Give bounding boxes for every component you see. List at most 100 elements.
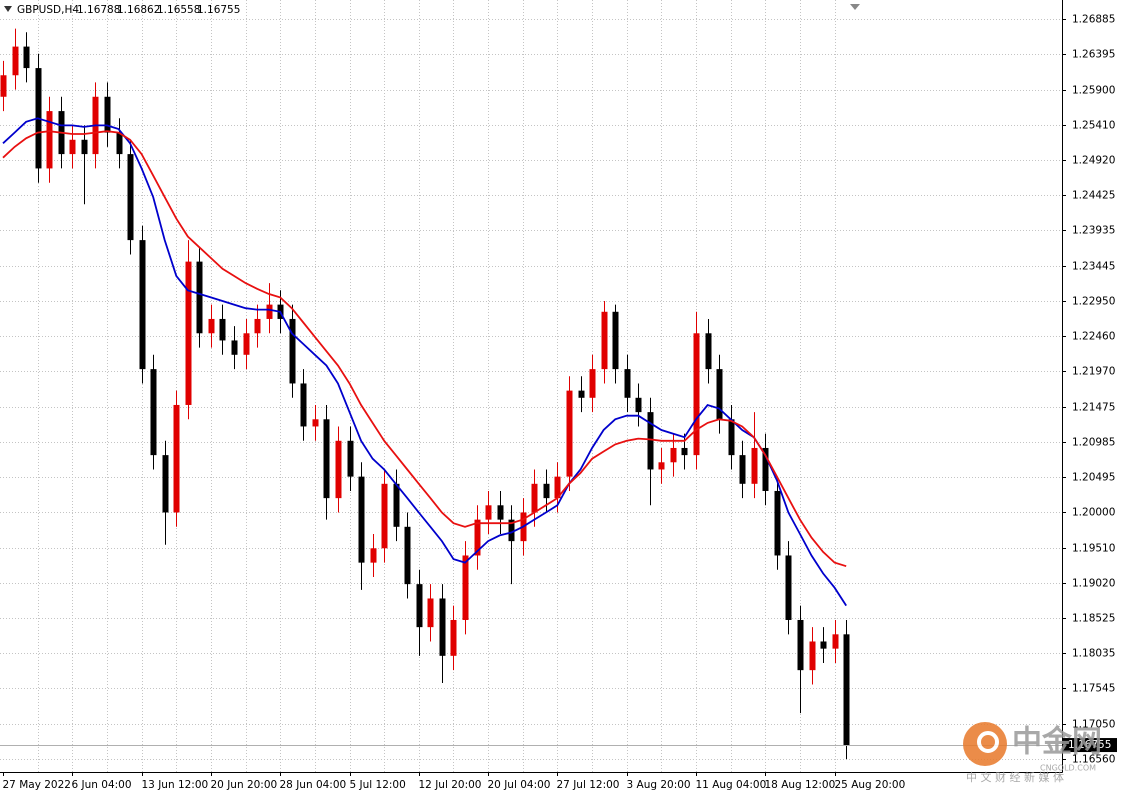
moving-average bbox=[2, 130, 847, 568]
y-tick-label: 1.18525 bbox=[1072, 613, 1115, 625]
candle-body bbox=[162, 455, 169, 513]
candle-body bbox=[266, 304, 273, 319]
candle-body bbox=[347, 440, 354, 477]
candle-body bbox=[231, 340, 238, 355]
y-tick-label: 1.19510 bbox=[1072, 543, 1115, 555]
candle-body bbox=[116, 132, 123, 155]
y-tick-label: 1.17050 bbox=[1072, 719, 1115, 731]
ohlc-high: 1.16862 bbox=[117, 4, 160, 16]
candle-body bbox=[774, 490, 781, 556]
plot bbox=[0, 28, 1062, 760]
candle-body bbox=[809, 641, 816, 671]
candle-body bbox=[670, 447, 677, 463]
candle-body bbox=[404, 526, 411, 585]
y-tick-label: 1.16560 bbox=[1072, 754, 1115, 766]
candle-body bbox=[289, 318, 296, 384]
candle-body bbox=[508, 519, 515, 542]
candle-body bbox=[601, 311, 608, 370]
candle-body bbox=[681, 447, 688, 456]
candle-body bbox=[0, 75, 7, 97]
candle-body bbox=[832, 634, 839, 649]
y-tick-label: 1.22460 bbox=[1072, 331, 1115, 343]
candle-body bbox=[23, 46, 30, 69]
x-tick-label: 28 Jun 04:00 bbox=[280, 779, 347, 791]
candle-body bbox=[624, 369, 631, 398]
x-tick-label: 20 Jun 20:00 bbox=[211, 779, 278, 791]
watermark-slogan: 中 文 财 经 新 媒 体 bbox=[966, 770, 1064, 784]
watermark-site: CNGOLD.COM bbox=[1040, 764, 1096, 773]
candle-body bbox=[185, 261, 192, 405]
candle-body bbox=[104, 96, 111, 133]
y-tick-label: 1.21970 bbox=[1072, 366, 1115, 378]
x-tick-label: 27 May 2022 bbox=[3, 779, 71, 791]
candle-body bbox=[208, 318, 215, 334]
x-tick-label: 25 Aug 20:00 bbox=[835, 779, 906, 791]
y-tick-label: 1.24920 bbox=[1072, 155, 1115, 167]
y-tick-label: 1.25900 bbox=[1072, 85, 1115, 97]
ohlc-low: 1.16558 bbox=[157, 4, 200, 16]
y-tick-label: 1.24425 bbox=[1072, 190, 1115, 202]
candle-body bbox=[693, 333, 700, 456]
candle-body bbox=[843, 634, 850, 746]
x-tick-label: 5 Jul 12:00 bbox=[350, 779, 406, 791]
candle-body bbox=[705, 333, 712, 370]
scroll-arrow[interactable] bbox=[850, 4, 860, 10]
x-tick-label: 27 Jul 12:00 bbox=[557, 779, 620, 791]
header: GBPUSD,H4 1.16788 1.16862 1.16558 1.1675… bbox=[17, 4, 240, 16]
candle-body bbox=[300, 383, 307, 427]
x-tick-label: 20 Jul 04:00 bbox=[488, 779, 551, 791]
x-tick-label: 13 Jun 12:00 bbox=[142, 779, 209, 791]
candle-body bbox=[612, 311, 619, 370]
y-tick-label: 1.22950 bbox=[1072, 296, 1115, 308]
x-tick-label: 18 Aug 12:00 bbox=[765, 779, 836, 791]
candle-body bbox=[173, 404, 180, 513]
y-tick-label: 1.23445 bbox=[1072, 261, 1115, 273]
watermark-logo-mark bbox=[977, 731, 999, 753]
candle-body bbox=[647, 412, 654, 470]
candle-body bbox=[589, 369, 596, 398]
candle-body bbox=[150, 369, 157, 456]
y-tick-label: 1.25410 bbox=[1072, 120, 1115, 132]
candle-body bbox=[312, 419, 319, 427]
ohlc-open: 1.16788 bbox=[77, 4, 120, 16]
y-tick-label: 1.20985 bbox=[1072, 437, 1115, 449]
x-tick-label: 6 Jun 04:00 bbox=[72, 779, 132, 791]
candle-body bbox=[751, 447, 758, 484]
y-tick-label: 1.23935 bbox=[1072, 225, 1115, 237]
menu-arrow[interactable] bbox=[4, 6, 12, 12]
axes: 1.26885 1.26395 1.25900 1.25410 1.24920 1.244… bbox=[3, 14, 1117, 791]
candle-body bbox=[439, 598, 446, 656]
ohlc-close: 1.16755 bbox=[197, 4, 240, 16]
candle-body bbox=[219, 318, 226, 341]
candle-body bbox=[739, 455, 746, 484]
candle-body bbox=[728, 419, 735, 456]
candle-body bbox=[716, 369, 723, 420]
symbol: GBPUSD,H4 bbox=[17, 4, 79, 16]
watermark: 中金网 CNGOLD.COM 中 文 财 经 新 媒 体 bbox=[963, 722, 1102, 784]
candle-body bbox=[497, 505, 504, 520]
candle-body bbox=[254, 318, 261, 334]
candle-body bbox=[243, 333, 250, 355]
y-tick-label: 1.26395 bbox=[1072, 49, 1115, 61]
candle-body bbox=[81, 139, 88, 155]
candle-body bbox=[335, 440, 342, 499]
candle-body bbox=[635, 397, 642, 413]
y-tick-label: 1.17545 bbox=[1072, 683, 1115, 695]
candle-body bbox=[416, 584, 423, 628]
candle-body bbox=[462, 555, 469, 620]
candle-body bbox=[543, 483, 550, 499]
candle-body bbox=[393, 483, 400, 527]
candle-body bbox=[820, 641, 827, 649]
y-tick-label: 1.21475 bbox=[1072, 402, 1115, 414]
candle-body bbox=[12, 46, 19, 76]
candle-body bbox=[323, 419, 330, 499]
candle-body bbox=[658, 462, 665, 470]
y-tick-label: 1.26885 bbox=[1072, 14, 1115, 26]
candle-body bbox=[46, 111, 53, 169]
candle-body bbox=[578, 390, 585, 398]
moving-average bbox=[2, 117, 847, 607]
y-tick-label: 1.20495 bbox=[1072, 472, 1115, 484]
candle-body bbox=[797, 619, 804, 671]
